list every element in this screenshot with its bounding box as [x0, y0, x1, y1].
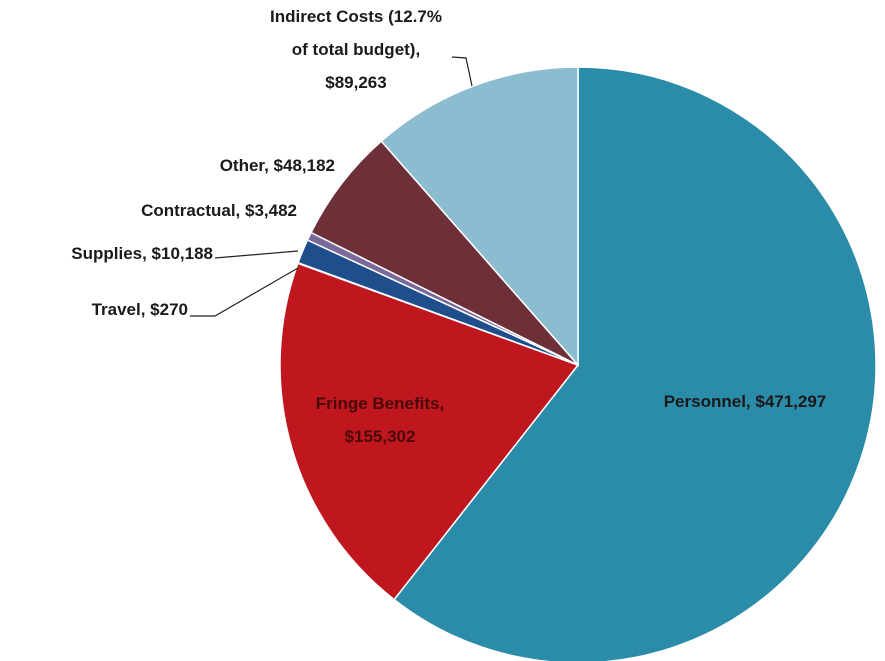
- pie-slice: [393, 66, 877, 661]
- data-label: Indirect Costs (12.7% of total budget), $8…: [270, 7, 442, 92]
- data-label: Fringe Benefits, $155,302: [316, 394, 444, 446]
- label-line: $155,302: [345, 427, 416, 446]
- data-label: Travel, $270: [92, 300, 188, 319]
- label-line: Personnel, $471,297: [664, 392, 827, 411]
- label-line: Contractual, $3,482: [141, 201, 297, 220]
- label-line: Fringe Benefits,: [316, 394, 444, 413]
- data-label: Supplies, $10,188: [71, 244, 213, 263]
- leader-line: [451, 56, 473, 87]
- label-line: Supplies, $10,188: [71, 244, 213, 263]
- leader-line: [214, 250, 299, 259]
- data-label: Other, $48,182: [220, 156, 335, 175]
- label-line: Travel, $270: [92, 300, 188, 319]
- pie-slice: [380, 66, 579, 367]
- leader-line: [190, 267, 299, 317]
- label-line: of total budget),: [292, 40, 420, 59]
- data-label: Contractual, $3,482: [141, 201, 297, 220]
- pie-slice: [279, 262, 580, 601]
- label-line: Indirect Costs (12.7%: [270, 7, 442, 26]
- label-line: $89,263: [325, 73, 386, 92]
- label-line: Other, $48,182: [220, 156, 335, 175]
- pie-slice: [310, 140, 579, 366]
- data-label: Personnel, $471,297: [664, 392, 827, 411]
